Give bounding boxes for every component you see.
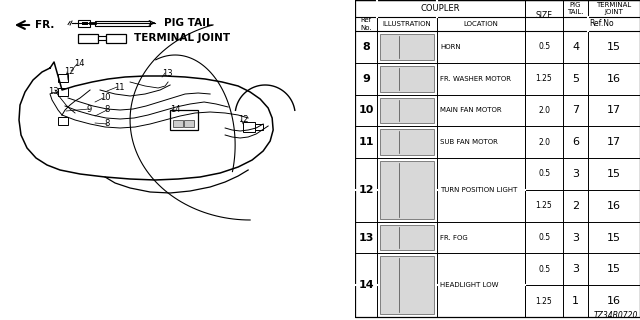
Bar [380,161,434,219]
Text: 2.0: 2.0 [538,106,550,115]
Text: 10: 10 [100,93,111,102]
Text: 0.5: 0.5 [538,42,550,52]
Text: SIZE: SIZE [536,11,552,20]
Text: 3: 3 [572,233,579,243]
Text: 12: 12 [358,185,374,195]
Text: 15: 15 [607,42,621,52]
Bar [380,225,434,251]
Text: 1: 1 [572,296,579,306]
Bar [380,98,434,123]
Text: 3: 3 [572,264,579,274]
Text: TERMINAL JOINT: TERMINAL JOINT [134,33,230,43]
Text: PIG TAIL: PIG TAIL [164,18,212,28]
Text: 16: 16 [607,74,621,84]
Text: 8: 8 [104,119,109,129]
Text: 7: 7 [572,106,579,116]
Text: Ref.No: Ref.No [589,20,614,28]
Bar [170,110,198,130]
Bar [173,120,183,127]
Text: 1.25: 1.25 [536,297,552,306]
Text: 2.0: 2.0 [538,138,550,147]
Text: TURN POSITION LIGHT: TURN POSITION LIGHT [440,187,518,193]
Text: 14: 14 [358,280,374,290]
Text: 0.5: 0.5 [538,233,550,242]
Text: Ref
No.: Ref No. [360,18,372,30]
Bar [58,88,68,96]
Text: FR.: FR. [35,20,54,30]
Text: COUPLER: COUPLER [420,4,460,13]
Bar [380,256,434,314]
Text: 0.5: 0.5 [538,170,550,179]
Text: 16: 16 [607,201,621,211]
Bar [82,21,88,25]
Bar [78,34,98,43]
Text: MAIN FAN MOTOR: MAIN FAN MOTOR [440,108,502,114]
Bar [255,124,263,130]
Bar [78,20,90,27]
Text: 11: 11 [114,83,125,92]
Bar [380,129,434,155]
Text: 11: 11 [358,137,374,147]
Text: SUB FAN MOTOR: SUB FAN MOTOR [440,139,498,145]
Bar [243,122,255,132]
Text: 16: 16 [607,296,621,306]
Bar [58,117,68,125]
Text: ILLUSTRATION: ILLUSTRATION [383,21,431,27]
Text: 14: 14 [170,105,180,114]
Text: 13: 13 [358,233,374,243]
Text: FR. FOG: FR. FOG [440,235,468,241]
Bar [98,36,106,40]
Text: 17: 17 [607,106,621,116]
Text: 2: 2 [572,201,579,211]
Text: HEADLIGHT LOW: HEADLIGHT LOW [440,282,499,288]
Text: FR. WASHER MOTOR: FR. WASHER MOTOR [440,76,511,82]
Text: 14: 14 [74,60,84,68]
Text: 15: 15 [607,233,621,243]
Bar [380,34,434,60]
Text: TERMINAL
JOINT: TERMINAL JOINT [596,2,632,15]
Text: 6: 6 [572,137,579,147]
Text: 15: 15 [607,264,621,274]
Text: 3: 3 [572,169,579,179]
Text: LOCATION: LOCATION [463,21,499,27]
Bar [95,20,150,26]
Text: 15: 15 [607,169,621,179]
Text: 9: 9 [86,105,92,114]
Text: 13: 13 [162,68,173,77]
Text: 8: 8 [104,106,109,115]
Text: 8: 8 [362,42,370,52]
Bar [380,66,434,92]
Text: TZ34B0720: TZ34B0720 [594,311,638,320]
Text: 4: 4 [572,42,579,52]
Text: 12: 12 [238,116,248,124]
Text: HORN: HORN [440,44,461,50]
Bar [106,34,126,43]
Text: 1.25: 1.25 [536,74,552,83]
Bar [184,120,194,127]
Text: 0.5: 0.5 [538,265,550,274]
Text: 12: 12 [64,68,74,76]
Text: PIG
TAIL.: PIG TAIL. [567,2,584,15]
Text: 9: 9 [362,74,370,84]
Text: 17: 17 [607,137,621,147]
Text: 13: 13 [48,87,59,97]
Bar [58,74,68,82]
Text: 5: 5 [572,74,579,84]
Text: 10: 10 [358,106,374,116]
Text: 1.25: 1.25 [536,201,552,210]
